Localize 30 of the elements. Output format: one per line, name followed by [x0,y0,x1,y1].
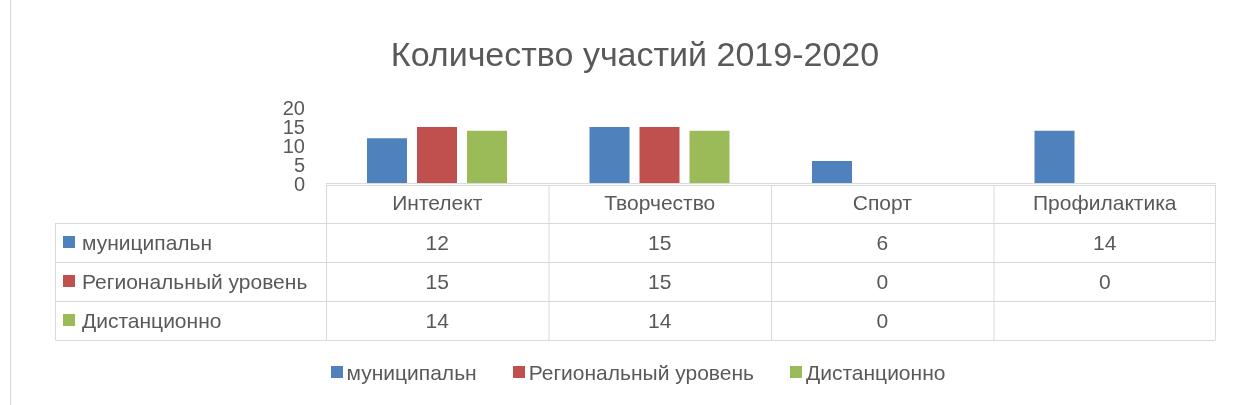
bar [812,160,852,184]
data-label: 0 [875,307,890,334]
text: муниципальн [346,361,477,384]
data-label: 15 [647,268,673,295]
data-label: 12 [424,229,450,256]
bar [589,126,630,184]
legend-label: Региональный уровень [82,270,308,294]
bar [689,130,730,184]
data-label: 15 [647,229,673,256]
data-label: 15 [424,268,450,295]
data-label: 6 [875,229,890,256]
x-tick-label: Профилактика [1033,191,1177,215]
bar [367,138,407,184]
chart-title: Количество участий 2019-2020 [389,34,881,75]
bar [467,130,507,184]
x-tick-label: Интелект [392,191,483,215]
data-label: 14 [1092,229,1118,256]
x-tick-label: Спорт [852,191,913,215]
data-label: 0 [1097,268,1112,295]
x-tick-label: Творчество [604,191,716,215]
bar [639,126,680,184]
legend-label: Дистанционно [806,361,946,384]
data-label: 0 [875,268,890,295]
text: Дистанционно [82,309,222,333]
data-label: 14 [647,307,673,334]
bar [1034,130,1075,184]
legend-label: муниципальн [82,231,213,255]
data-label: 14 [424,307,450,334]
bar [417,126,457,184]
text: Региональный уровень [528,361,754,384]
